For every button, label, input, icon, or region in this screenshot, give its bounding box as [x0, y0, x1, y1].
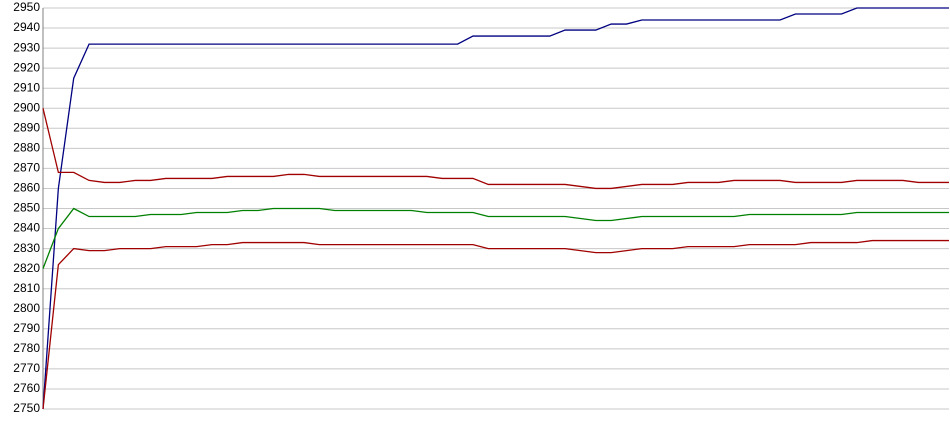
- y-tick-label: 2920: [13, 60, 40, 74]
- y-tick-label: 2840: [13, 221, 40, 235]
- y-tick-label: 2860: [13, 181, 40, 195]
- y-tick-label: 2820: [13, 261, 40, 275]
- series-line: [42, 108, 949, 190]
- y-tick-label: 2750: [13, 401, 40, 415]
- y-tick-label: 2880: [13, 141, 40, 155]
- y-tick-label: 2890: [13, 120, 40, 134]
- y-tick-label: 2950: [13, 0, 40, 14]
- y-tick-label: 2790: [13, 321, 40, 335]
- y-tick-label: 2830: [13, 241, 40, 255]
- y-tick-label: 2940: [13, 20, 40, 34]
- y-tick-label: 2780: [13, 341, 40, 355]
- y-tick-label: 2760: [13, 381, 40, 395]
- y-tick-label: 2870: [13, 161, 40, 175]
- y-tick-label: 2850: [13, 201, 40, 215]
- y-tick-label: 2930: [13, 40, 40, 54]
- y-tick-label: 2810: [13, 281, 40, 295]
- series-line: [42, 239, 949, 410]
- series-line: [42, 7, 949, 410]
- series-line: [42, 207, 949, 269]
- y-tick-label: 2910: [13, 80, 40, 94]
- y-tick-label: 2900: [13, 100, 40, 114]
- y-tick-label: 2770: [13, 361, 40, 375]
- y-tick-label: 2800: [13, 301, 40, 315]
